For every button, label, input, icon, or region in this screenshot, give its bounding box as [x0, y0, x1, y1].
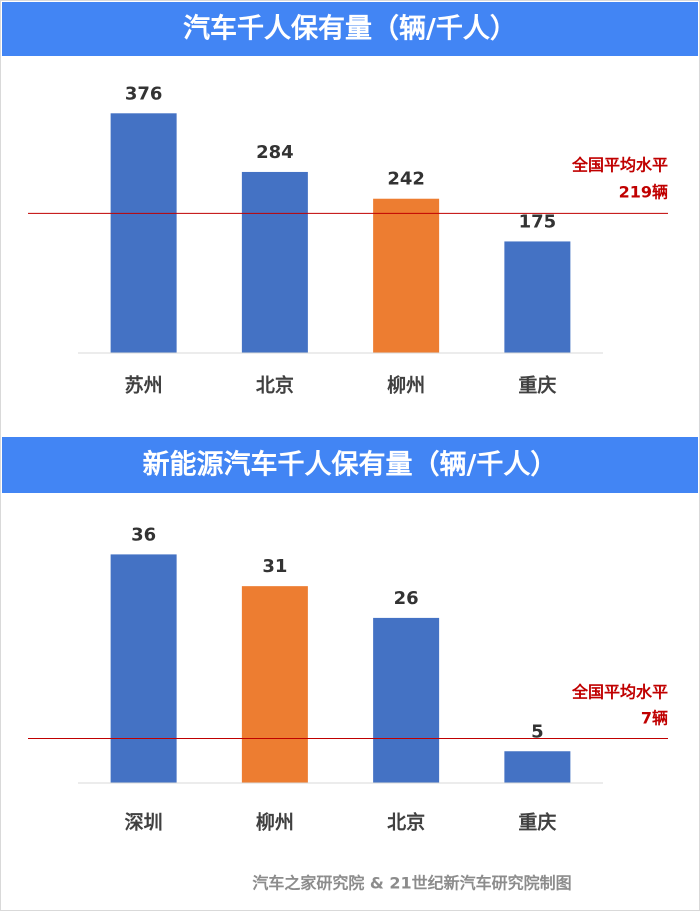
reference-label: 全国平均水平	[571, 156, 668, 175]
chart-title: 汽车千人保有量（辆/千人）	[183, 13, 517, 45]
bar	[241, 171, 308, 353]
reference-label: 全国平均水平	[571, 683, 668, 702]
x-tick-label: 北京	[387, 811, 425, 834]
value-label: 284	[256, 142, 294, 163]
reference-label: 219辆	[619, 183, 668, 202]
x-tick-label: 重庆	[518, 811, 556, 834]
bar	[373, 198, 440, 353]
title-banner	[2, 437, 698, 493]
x-tick-label: 北京	[256, 374, 294, 397]
value-label: 5	[531, 721, 544, 742]
title-banner	[2, 2, 698, 56]
x-tick-label: 柳州	[387, 374, 425, 397]
x-tick-label: 柳州	[256, 811, 294, 834]
bar	[504, 751, 571, 783]
chart-title: 新能源汽车千人保有量（辆/千人）	[143, 449, 558, 481]
bar	[110, 113, 177, 353]
bar	[110, 554, 177, 783]
bar	[241, 586, 308, 783]
value-label: 175	[519, 211, 557, 232]
value-label: 36	[131, 524, 156, 545]
value-label: 376	[125, 83, 163, 104]
bar	[504, 241, 571, 353]
value-label: 26	[394, 588, 419, 609]
reference-label: 7辆	[641, 709, 668, 728]
bar	[373, 617, 440, 783]
footer: 汽车之家研究院 & 21世纪新汽车研究院制图	[252, 874, 571, 893]
x-tick-label: 苏州	[125, 374, 163, 397]
x-tick-label: 深圳	[125, 811, 163, 834]
value-label: 242	[387, 169, 425, 190]
x-tick-label: 重庆	[518, 374, 556, 397]
value-label: 31	[262, 556, 287, 577]
